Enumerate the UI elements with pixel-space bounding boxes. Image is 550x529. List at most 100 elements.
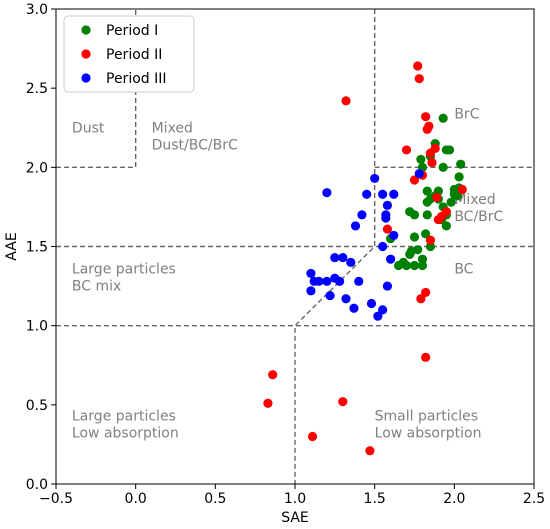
y-axis-label: AAE — [4, 232, 20, 260]
y-tick-label: 2.0 — [26, 160, 48, 176]
data-point — [341, 96, 351, 106]
data-point — [413, 245, 423, 255]
data-point — [409, 232, 420, 242]
data-point — [421, 287, 431, 298]
data-point — [425, 241, 436, 252]
region-label: Large particles Low absorption — [72, 409, 179, 442]
x-tick-label: 1.5 — [364, 491, 386, 507]
data-point — [424, 121, 434, 131]
y-tick-label: 2.5 — [26, 81, 48, 97]
data-point — [432, 192, 442, 203]
x-tick-label: 0.5 — [204, 491, 226, 507]
data-point — [457, 184, 467, 195]
legend: Period I Period II Period III — [63, 15, 195, 93]
region-label: BC — [454, 261, 473, 277]
data-point — [427, 157, 437, 168]
data-point — [413, 61, 423, 71]
data-point — [365, 446, 375, 456]
data-point — [417, 260, 428, 271]
x-axis-label: SAE — [281, 510, 309, 526]
data-point — [346, 257, 356, 267]
data-point — [438, 162, 448, 172]
data-point — [382, 281, 393, 291]
data-point — [446, 197, 456, 207]
x-axis-ticks: −0.5 0.0 0.5 1.0 1.5 2.0 2.5 — [39, 484, 545, 507]
data-point — [438, 113, 448, 123]
boundary-line — [294, 9, 376, 484]
region-labels: Dust Mixed Dust/BC/BrC BrC Mixed BC/BrC BC Larg… — [72, 106, 504, 441]
data-point — [378, 241, 388, 252]
region-label: Small particles Low absorption — [375, 409, 482, 442]
region-label: Mixed BC/BrC — [454, 192, 503, 225]
x-tick-label: 2.5 — [523, 491, 545, 507]
data-point — [338, 397, 348, 407]
data-points — [263, 61, 467, 456]
data-point — [422, 210, 432, 220]
data-point — [401, 145, 412, 155]
data-point — [416, 154, 426, 165]
data-point — [330, 252, 340, 263]
data-point — [389, 230, 399, 241]
data-point — [268, 370, 278, 380]
data-point — [421, 229, 431, 239]
data-point — [381, 210, 391, 220]
x-tick-label: −0.5 — [39, 491, 73, 507]
data-point — [322, 276, 332, 286]
x-tick-label: 0.0 — [125, 491, 147, 507]
data-point — [354, 276, 364, 286]
data-point — [373, 311, 383, 321]
data-point — [382, 200, 393, 210]
legend-marker — [81, 25, 91, 35]
data-point — [409, 260, 420, 271]
data-point — [335, 276, 345, 286]
legend-frame — [63, 15, 195, 93]
data-point — [338, 252, 348, 263]
data-point — [441, 207, 451, 217]
y-tick-label: 1.5 — [26, 240, 48, 256]
data-point — [444, 145, 455, 155]
data-point — [382, 224, 393, 234]
y-tick-label: 1.0 — [26, 319, 48, 335]
data-point — [456, 159, 466, 169]
legend-marker — [81, 73, 91, 83]
region-label: Dust — [72, 121, 105, 137]
region-label: Mixed Dust/BC/BrC — [152, 121, 238, 154]
x-tick-label: 2.0 — [443, 491, 465, 507]
data-point — [378, 189, 388, 199]
data-point — [349, 303, 359, 313]
data-point — [306, 268, 316, 279]
data-point — [454, 172, 464, 182]
data-point — [441, 221, 451, 231]
data-point — [370, 173, 380, 184]
data-point — [389, 189, 399, 199]
region-label: Large particles BC mix — [72, 261, 176, 294]
data-point — [350, 221, 361, 231]
y-tick-label: 3.0 — [26, 2, 48, 18]
data-point — [414, 74, 424, 84]
x-tick-label: 1.0 — [284, 491, 306, 507]
region-label: BrC — [454, 106, 479, 122]
data-point — [366, 298, 377, 309]
data-point — [314, 276, 324, 286]
legend-label: Period I — [106, 23, 158, 39]
y-tick-label: 0.5 — [26, 398, 48, 414]
data-point — [378, 305, 388, 315]
data-point — [416, 294, 426, 304]
data-point — [425, 235, 436, 245]
data-point — [409, 175, 420, 185]
data-point — [414, 169, 424, 179]
data-point — [357, 210, 367, 220]
y-axis-ticks: 0.0 0.5 1.0 1.5 2.0 2.5 3.0 — [26, 2, 56, 493]
legend-label: Period III — [106, 71, 167, 87]
data-point — [405, 207, 415, 217]
data-point — [421, 352, 431, 362]
legend-label: Period II — [106, 47, 162, 63]
data-point — [421, 112, 431, 122]
y-tick-label: 0.0 — [26, 477, 48, 493]
data-point — [306, 286, 316, 296]
data-point — [263, 398, 273, 408]
legend-marker — [81, 49, 91, 59]
data-point — [322, 188, 332, 198]
data-point — [307, 431, 318, 442]
